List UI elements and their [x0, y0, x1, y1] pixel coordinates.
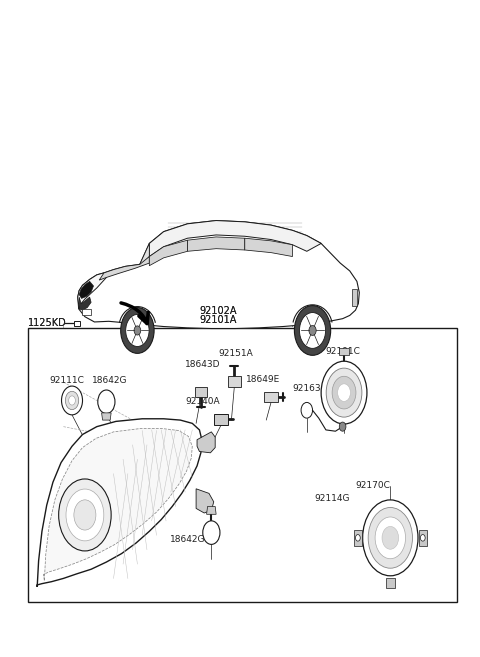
Text: 92111C: 92111C — [49, 376, 84, 386]
Circle shape — [326, 368, 362, 417]
Polygon shape — [206, 507, 216, 514]
Circle shape — [301, 403, 312, 418]
Circle shape — [126, 315, 149, 346]
Text: 92170C: 92170C — [356, 481, 390, 490]
Polygon shape — [43, 428, 192, 580]
Polygon shape — [79, 297, 91, 310]
Circle shape — [65, 392, 79, 409]
Circle shape — [74, 500, 96, 530]
Circle shape — [321, 361, 367, 424]
Polygon shape — [140, 244, 149, 265]
Text: 1125KD: 1125KD — [28, 318, 66, 328]
Bar — [28, 328, 457, 602]
Text: 18643D: 18643D — [185, 360, 221, 369]
Bar — [352, 289, 357, 306]
Circle shape — [69, 396, 75, 405]
Text: 1125KD: 1125KD — [28, 318, 66, 328]
Text: 92140A: 92140A — [185, 397, 220, 406]
Bar — [195, 387, 206, 397]
Text: 92114G: 92114G — [314, 494, 349, 503]
Circle shape — [309, 325, 316, 336]
Circle shape — [66, 489, 104, 541]
Bar — [74, 321, 80, 326]
Circle shape — [375, 517, 406, 558]
Bar — [385, 578, 395, 587]
Text: 92101A: 92101A — [199, 315, 237, 325]
Polygon shape — [149, 240, 188, 265]
Bar — [82, 309, 91, 315]
Circle shape — [356, 535, 360, 541]
Bar — [228, 376, 241, 388]
Text: 92101A: 92101A — [199, 315, 237, 325]
Polygon shape — [37, 419, 202, 587]
Circle shape — [339, 422, 346, 431]
Text: 92163: 92163 — [292, 384, 321, 393]
Text: 18642G: 18642G — [170, 535, 205, 543]
Polygon shape — [149, 221, 321, 256]
Polygon shape — [78, 273, 107, 309]
Polygon shape — [78, 221, 360, 328]
Circle shape — [368, 507, 412, 568]
Circle shape — [382, 526, 398, 549]
Text: 18649E: 18649E — [246, 375, 280, 384]
Text: 18642G: 18642G — [92, 376, 128, 386]
Polygon shape — [102, 413, 111, 420]
Circle shape — [300, 313, 325, 348]
Circle shape — [134, 326, 141, 335]
Bar — [354, 530, 362, 546]
Bar — [419, 530, 427, 546]
Bar — [264, 392, 278, 403]
Circle shape — [120, 307, 154, 353]
Bar — [214, 413, 228, 425]
Circle shape — [203, 521, 220, 545]
Circle shape — [420, 535, 425, 541]
Circle shape — [98, 390, 115, 413]
Circle shape — [61, 386, 83, 415]
Circle shape — [337, 384, 350, 401]
Text: 92102A: 92102A — [199, 306, 237, 317]
Polygon shape — [197, 432, 215, 453]
Polygon shape — [196, 489, 214, 513]
Text: 92191C: 92191C — [325, 347, 360, 356]
Text: 92151A: 92151A — [218, 349, 253, 358]
Circle shape — [294, 306, 331, 355]
Circle shape — [332, 376, 356, 409]
Polygon shape — [188, 237, 245, 251]
Polygon shape — [99, 256, 149, 280]
Polygon shape — [79, 281, 94, 298]
Polygon shape — [245, 238, 292, 256]
Circle shape — [363, 500, 418, 576]
Circle shape — [59, 479, 111, 551]
Bar — [339, 348, 349, 355]
Text: 92102A: 92102A — [199, 306, 237, 317]
